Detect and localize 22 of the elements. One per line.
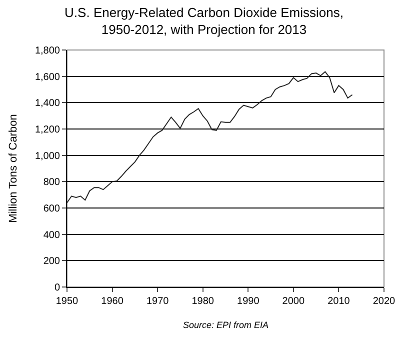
source-note: Source: EPI from EIA: [183, 320, 269, 330]
x-tick-label: 2000: [282, 296, 305, 307]
y-tick-label: 0: [54, 282, 60, 294]
y-tick-label: 200: [43, 256, 60, 268]
x-tick-label: 1950: [56, 296, 79, 307]
x-tick-label: 1970: [146, 296, 170, 307]
line-series: [67, 71, 353, 204]
y-tick-label: 1,600: [34, 72, 60, 83]
x-tick-label: 2010: [328, 296, 350, 307]
y-tick-label: 600: [43, 204, 60, 214]
y-axis-title: Million Tons of Carbon: [8, 114, 20, 223]
x-tick-label: 1960: [101, 296, 124, 307]
y-tick-label: 1,400: [34, 98, 60, 110]
x-tick-label: 1980: [192, 296, 214, 307]
x-tick-label: 1990: [237, 296, 260, 307]
x-tick-label: 2020: [372, 296, 396, 307]
y-tick-label: 800: [43, 177, 60, 188]
chart-title: U.S. Energy-Related Carbon Dioxide Emissions, 1950-2012, with Projection for 2013: [64, 4, 344, 37]
y-tick-label: 400: [43, 230, 60, 241]
y-tick-label: 1,200: [34, 124, 60, 136]
y-tick-label: 1,800: [34, 46, 60, 56]
y-tick-label: 1,000: [34, 150, 60, 162]
